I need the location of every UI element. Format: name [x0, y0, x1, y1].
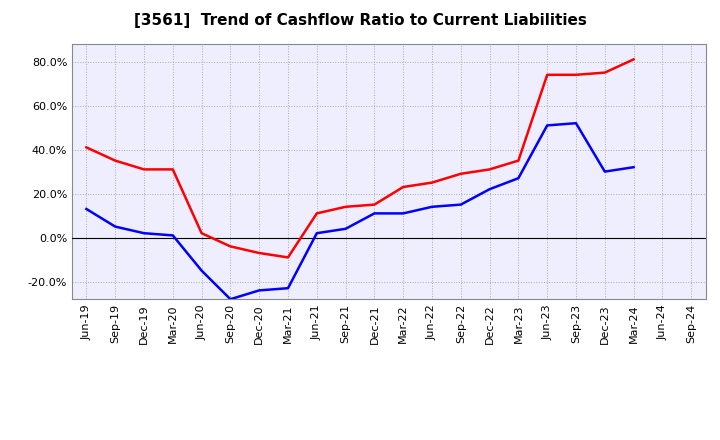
Operating CF to Current Liabilities	[514, 158, 523, 163]
Operating CF to Current Liabilities	[456, 171, 465, 176]
Operating CF to Current Liabilities	[341, 204, 350, 209]
Free CF to Current Liabilities	[140, 231, 148, 236]
Free CF to Current Liabilities	[543, 123, 552, 128]
Operating CF to Current Liabilities	[111, 158, 120, 163]
Operating CF to Current Liabilities	[428, 180, 436, 185]
Text: [3561]  Trend of Cashflow Ratio to Current Liabilities: [3561] Trend of Cashflow Ratio to Curren…	[134, 13, 586, 28]
Free CF to Current Liabilities	[168, 233, 177, 238]
Line: Operating CF to Current Liabilities: Operating CF to Current Liabilities	[86, 59, 634, 257]
Operating CF to Current Liabilities	[399, 184, 408, 190]
Free CF to Current Liabilities	[428, 204, 436, 209]
Operating CF to Current Liabilities	[485, 167, 494, 172]
Operating CF to Current Liabilities	[140, 167, 148, 172]
Free CF to Current Liabilities	[572, 121, 580, 126]
Operating CF to Current Liabilities	[543, 72, 552, 77]
Free CF to Current Liabilities	[82, 206, 91, 212]
Free CF to Current Liabilities	[255, 288, 264, 293]
Operating CF to Current Liabilities	[572, 72, 580, 77]
Free CF to Current Liabilities	[456, 202, 465, 207]
Free CF to Current Liabilities	[600, 169, 609, 174]
Operating CF to Current Liabilities	[629, 57, 638, 62]
Operating CF to Current Liabilities	[168, 167, 177, 172]
Operating CF to Current Liabilities	[284, 255, 292, 260]
Operating CF to Current Liabilities	[600, 70, 609, 75]
Operating CF to Current Liabilities	[82, 145, 91, 150]
Operating CF to Current Liabilities	[370, 202, 379, 207]
Free CF to Current Liabilities	[197, 268, 206, 273]
Free CF to Current Liabilities	[341, 226, 350, 231]
Operating CF to Current Liabilities	[197, 231, 206, 236]
Free CF to Current Liabilities	[284, 286, 292, 291]
Free CF to Current Liabilities	[514, 176, 523, 181]
Legend: Operating CF to Current Liabilities, Free CF to Current Liabilities: Operating CF to Current Liabilities, Fre…	[151, 438, 626, 440]
Free CF to Current Liabilities	[226, 297, 235, 302]
Free CF to Current Liabilities	[111, 224, 120, 229]
Operating CF to Current Liabilities	[312, 211, 321, 216]
Free CF to Current Liabilities	[629, 165, 638, 170]
Operating CF to Current Liabilities	[226, 244, 235, 249]
Free CF to Current Liabilities	[485, 187, 494, 192]
Free CF to Current Liabilities	[312, 231, 321, 236]
Line: Free CF to Current Liabilities: Free CF to Current Liabilities	[86, 123, 634, 299]
Free CF to Current Liabilities	[399, 211, 408, 216]
Operating CF to Current Liabilities	[255, 250, 264, 256]
Free CF to Current Liabilities	[370, 211, 379, 216]
